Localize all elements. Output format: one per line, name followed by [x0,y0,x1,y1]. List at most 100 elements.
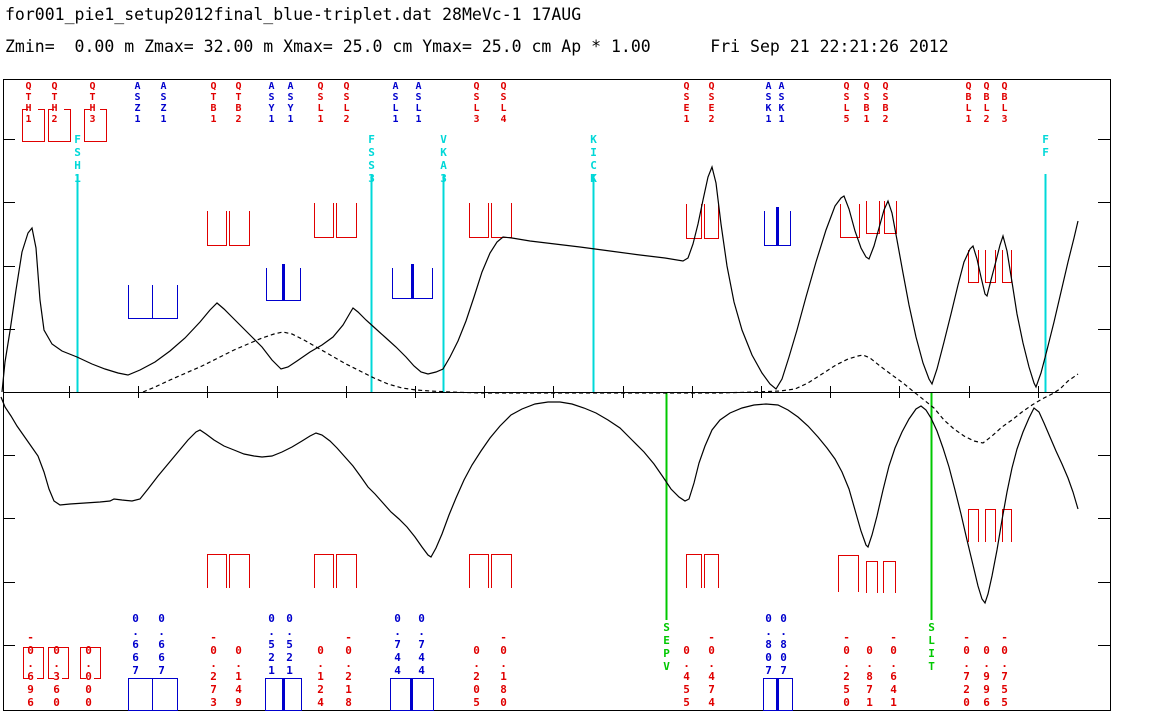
quad-symbol-lower [1002,509,1012,542]
element-label-qbl3: QBL3 [999,81,1010,125]
element-label-ask1: ASK1 [776,81,787,125]
element-value: 0.807 [762,612,775,677]
element-label-asl1: ASL1 [413,81,424,125]
element-value: -0.180 [497,631,510,709]
qth-aperture-bracket [48,109,71,142]
element-value: 0.744 [391,612,404,677]
quad-symbol-upper [866,201,880,234]
steerer-symbol-upper [266,268,301,301]
element-label-qtb1: QTB1 [208,81,219,125]
quad-symbol-lower [883,561,896,593]
element-value: -0.755 [998,631,1011,709]
element-value: 0.455 [680,644,693,709]
quad-symbol-upper [686,204,702,239]
element-label-qsl2: QSL2 [341,81,352,125]
steerer-symbol-upper [128,285,178,319]
quad-symbol-upper [491,203,512,238]
plot-title: for001_pie1_setup2012final_blue-triplet.… [5,5,582,24]
monitor-label-fss3: FSS3 [365,133,378,185]
quad-symbol-lower [866,561,878,593]
element-label-qsl1: QSL1 [315,81,326,125]
quad-symbol-upper [840,204,860,238]
element-value: 0.205 [470,644,483,709]
element-label-qth3: QTH3 [87,81,98,125]
element-label-qbl2: QBL2 [981,81,992,125]
quad-symbol-lower [968,509,979,542]
element-label-asz1: ASZ1 [158,81,169,125]
element-label-qsl5: QSL5 [841,81,852,125]
element-value: 0.807 [777,612,790,677]
quad-symbol-upper [968,250,979,283]
dispersion-curve [142,331,1079,444]
monitor-label-kick: KICK [587,133,600,185]
element-value: 0.149 [232,644,245,709]
quad-symbol-upper [704,204,719,239]
element-value: -0.641 [887,631,900,709]
element-label-asl1: ASL1 [390,81,401,125]
qth-aperture-bracket-bottom [23,647,44,679]
element-value: 0.360 [50,644,63,709]
element-value: -0.273 [207,631,220,709]
element-label-qtb2: QTB2 [233,81,244,125]
quad-symbol-lower [838,555,859,592]
element-label-qbl1: QBL1 [963,81,974,125]
qth-aperture-bracket-bottom [48,647,69,679]
element-value: -0.720 [960,631,973,709]
element-label-qsb2: QSB2 [880,81,891,125]
quad-symbol-lower [686,554,702,588]
element-label-asy1: ASY1 [285,81,296,125]
monitor-label-ff: FF [1039,133,1052,159]
steerer-symbol-upper [764,211,791,246]
element-value: 0.124 [314,644,327,709]
element-label-qse1: QSE1 [681,81,692,125]
green-label-sepv: SEPV [660,621,673,673]
element-value: 0.871 [863,644,876,709]
element-label-qth2: QTH2 [49,81,60,125]
x-envelope-curve [1,165,1079,393]
element-label-qsl4: QSL4 [498,81,509,125]
magnet-symbols [22,109,1012,711]
quad-symbol-upper [469,203,489,238]
element-value: 0.744 [415,612,428,677]
quad-symbol-upper [229,211,250,246]
element-label-asz1: ASZ1 [132,81,143,125]
qth-aperture-bracket-bottom [80,647,101,679]
quad-symbol-lower [704,554,719,588]
envelope-curves [0,165,1079,605]
quad-symbol-upper [336,203,357,238]
element-value: -0.250 [840,631,853,709]
quad-symbol-lower [985,509,996,542]
element-label-qsb1: QSB1 [861,81,872,125]
plot-border [3,79,1111,711]
quad-symbol-lower [469,554,489,588]
quad-symbol-upper [884,201,897,234]
element-value: 0.667 [155,612,168,677]
plot-scale-info: Zmin= 0.00 m Zmax= 32.00 m Xmax= 25.0 cm… [5,37,949,56]
element-label-qse2: QSE2 [706,81,717,125]
element-value: -0.696 [24,631,37,709]
element-value: 0.521 [265,612,278,677]
element-value: 0.521 [283,612,296,677]
quad-symbol-upper [207,211,227,246]
element-value: 0.996 [980,644,993,709]
element-label-qth1: QTH1 [23,81,34,125]
qth-aperture-bracket [84,109,107,142]
monitor-label-fsh1: FSH1 [71,133,84,185]
element-label-qsl3: QSL3 [471,81,482,125]
element-value: 0.667 [129,612,142,677]
element-value: -0.474 [705,631,718,709]
quad-symbol-lower [207,554,227,588]
element-value: 0.000 [82,644,95,709]
monitor-lines [76,174,1047,392]
axes [3,79,1111,711]
monitor-label-vka3: VKA3 [437,133,450,185]
slit-separator-lines [665,393,933,620]
green-label-slit: SLIT [925,621,938,673]
quad-symbol-lower [336,554,357,588]
quad-symbol-upper [314,203,334,238]
y-envelope-curve [0,396,1079,605]
element-label-ask1: ASK1 [763,81,774,125]
qth-aperture-bracket [22,109,45,142]
